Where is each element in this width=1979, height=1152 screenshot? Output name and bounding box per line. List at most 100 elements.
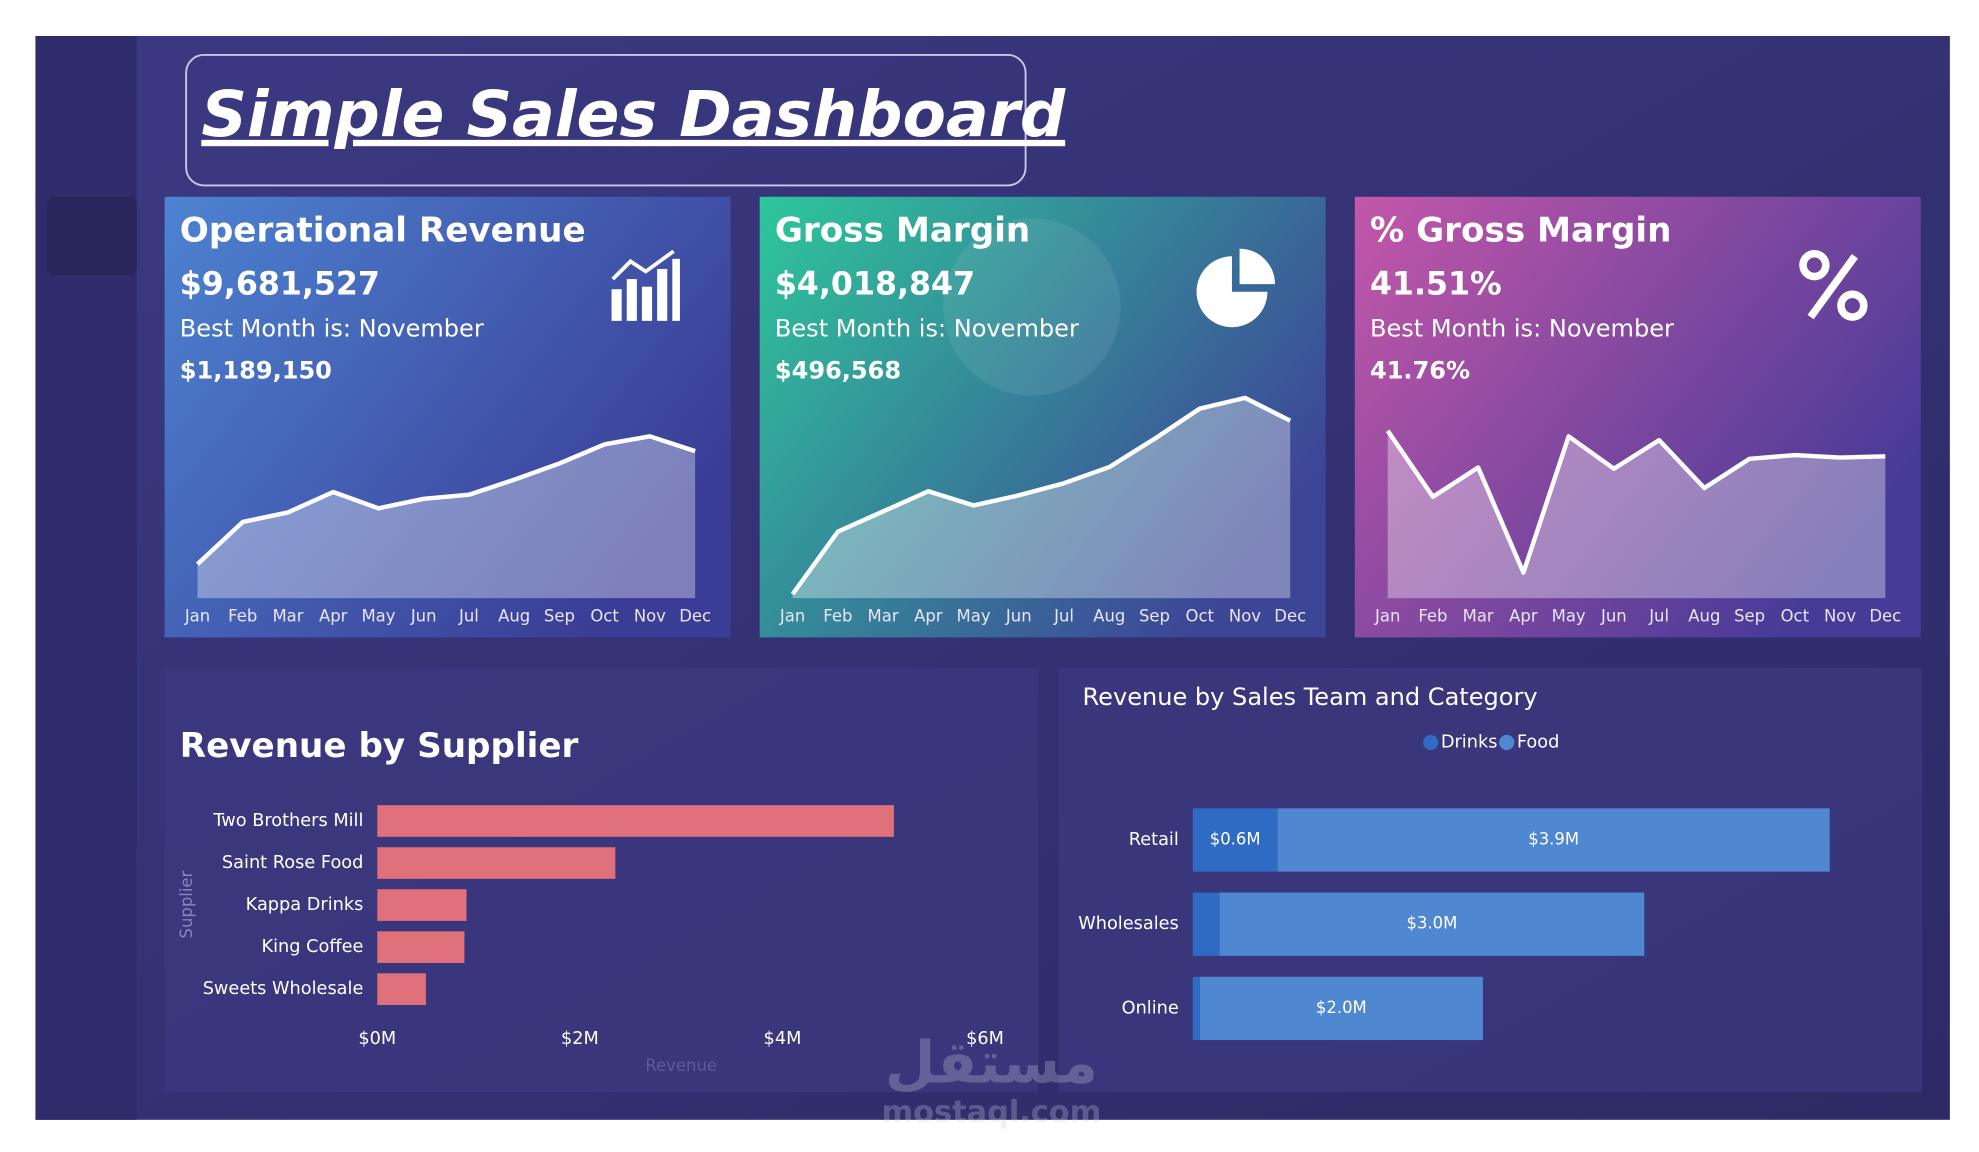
x-tick-label: Mar — [868, 607, 899, 626]
plots: Jan Feb Mar Apr May Jun Jul Aug Sep Oct Nov Dec Jan F… — [177, 395, 1901, 1075]
x-tick-label: Aug — [498, 607, 530, 626]
x-tick-label: Oct — [1781, 607, 1810, 626]
x-tick-label: Sep — [1139, 607, 1170, 626]
y-tick-label: Two Brothers Mill — [212, 811, 363, 831]
x-tick-label: May — [957, 607, 991, 626]
y-tick-label: Online — [1122, 998, 1179, 1018]
x-tick-label: Mar — [1463, 607, 1494, 626]
y-tick-label: Kappa Drinks — [246, 895, 364, 915]
x-tick-label: Apr — [319, 607, 348, 626]
x-tick-label: Nov — [1824, 607, 1856, 626]
cards: Operational Revenue $9,681,527 Best Month … — [164, 196, 1921, 638]
x-tick-label: Sep — [1734, 607, 1765, 626]
bar-segment — [1192, 808, 1278, 872]
x-tick-label: Dec — [1869, 607, 1901, 626]
x-tick-label: Nov — [1229, 607, 1261, 626]
card-title: Operational Revenue — [180, 211, 586, 251]
bar — [377, 805, 894, 837]
area-line — [196, 434, 696, 566]
team-panel — [1058, 667, 1923, 1092]
data-label: $2.0M — [1316, 998, 1367, 1017]
x-tick-label: Feb — [1418, 607, 1447, 626]
y-tick-label: Wholesales — [1078, 914, 1179, 934]
y-tick-label: Retail — [1129, 830, 1179, 850]
x-tick-label: May — [1552, 607, 1586, 626]
watermark-arabic: مستقل — [885, 1029, 1098, 1097]
x-tick-label: Jul — [1053, 607, 1074, 626]
x-tick-label: Jan — [1374, 607, 1400, 626]
x-tick-label: $4M — [764, 1029, 802, 1049]
x-tick-label: Jan — [779, 607, 805, 626]
bar — [377, 973, 426, 1005]
bar-segment — [1199, 976, 1483, 1041]
bar — [377, 847, 616, 879]
kpi-value: 41.51% — [1370, 266, 1502, 302]
x-tick-label: Aug — [1093, 607, 1125, 626]
x-tick-label: Apr — [1509, 607, 1538, 626]
card-title: % Gross Margin — [1370, 211, 1672, 251]
best-value: 41.76% — [1370, 357, 1470, 385]
x-tick-label: $2M — [561, 1029, 599, 1049]
kpi-card — [164, 196, 731, 638]
x-tick-label: Jun — [410, 607, 437, 626]
y-tick-label: Sweets Wholesale — [203, 979, 364, 999]
card-title: Gross Margin — [775, 211, 1030, 251]
best-month: Best Month is: November — [180, 315, 484, 343]
x-tick-label: Jul — [458, 607, 479, 626]
legend-swatch — [1423, 734, 1439, 751]
x-tick-label: Dec — [1274, 607, 1306, 626]
data-label: $0.6M — [1210, 829, 1261, 848]
percent-icon — [1799, 249, 1868, 321]
bar-segment — [1277, 808, 1830, 872]
x-tick-label: Oct — [1186, 607, 1215, 626]
legend-swatch — [1499, 734, 1515, 751]
x-tick-label: Sep — [544, 607, 575, 626]
bar-segment — [1192, 976, 1200, 1041]
area-fill — [1387, 430, 1886, 599]
data-label: $3.0M — [1407, 914, 1458, 933]
area-fill — [792, 397, 1291, 599]
x-tick-label: Jun — [1005, 607, 1032, 626]
best-value: $1,189,150 — [180, 357, 332, 385]
legend-label: Food — [1517, 732, 1559, 752]
pie-icon — [943, 218, 1276, 396]
sidebar-tab[interactable] — [46, 196, 137, 276]
x-tick-label: $0M — [358, 1029, 396, 1049]
x-tick-label: Dec — [679, 607, 711, 626]
chart-title: Revenue by Sales Team and Category — [1083, 683, 1538, 711]
x-tick-label: Jun — [1600, 607, 1627, 626]
area-line — [1385, 429, 1886, 575]
bar — [377, 889, 467, 921]
x-tick-label: $6M — [966, 1029, 1004, 1049]
best-month: Best Month is: November — [775, 315, 1079, 343]
chart-title: Revenue by Supplier — [180, 726, 579, 766]
legend-label: Drinks — [1441, 732, 1498, 752]
icons — [611, 218, 1868, 396]
x-tick-label: Nov — [634, 607, 666, 626]
x-tick-label: Oct — [590, 607, 619, 626]
kpi-value: $9,681,527 — [180, 266, 380, 302]
best-month: Best Month is: November — [1370, 315, 1674, 343]
bar-segment — [1219, 892, 1645, 956]
watermark-latin: mostaql.com — [881, 1095, 1101, 1130]
dashboard-title: Simple Sales Dashboard — [201, 77, 1066, 151]
supplier-panel — [164, 667, 1039, 1092]
area-fill — [197, 436, 696, 599]
x-tick-label: Aug — [1688, 607, 1720, 626]
best-value: $496,568 — [775, 357, 901, 385]
x-tick-label: Feb — [823, 607, 852, 626]
x-tick-label: Jul — [1648, 607, 1669, 626]
data-label: $3.9M — [1528, 829, 1579, 848]
y-tick-label: King Coffee — [262, 937, 364, 957]
x-tick-label: May — [361, 607, 395, 626]
y-tick-label: Saint Rose Food — [222, 853, 363, 873]
x-tick-label: Mar — [272, 607, 303, 626]
area-line — [790, 395, 1292, 596]
watermark: مستقل mostaql.com — [881, 1029, 1101, 1130]
title-box — [185, 54, 1027, 187]
x-axis-title: Revenue — [645, 1056, 717, 1075]
kpi-value: $4,018,847 — [775, 266, 975, 302]
x-tick-label: Jan — [184, 607, 210, 626]
